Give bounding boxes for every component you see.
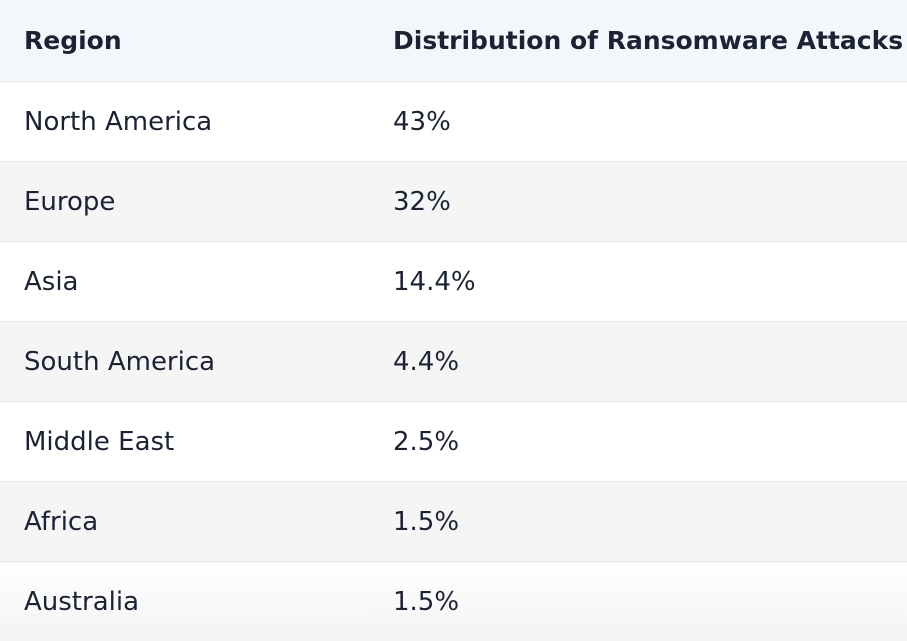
- percent-cell: 43%: [369, 82, 907, 162]
- region-cell: Africa: [0, 482, 369, 562]
- percent-cell: 1.5%: [369, 562, 907, 641]
- percent-cell: 1.5%: [369, 482, 907, 562]
- region-cell: Asia: [0, 242, 369, 322]
- header-cell: Distribution of Ransomware Attacks: [369, 0, 907, 82]
- percent-cell: 4.4%: [369, 322, 907, 402]
- region-cell: North America: [0, 82, 369, 162]
- header-cell: Region: [0, 0, 369, 82]
- region-cell: Middle East: [0, 402, 369, 482]
- percent-cell: 2.5%: [369, 402, 907, 482]
- region-cell: Europe: [0, 162, 369, 242]
- region-cell: South America: [0, 322, 369, 402]
- percent-cell: 32%: [369, 162, 907, 242]
- percent-cell: 14.4%: [369, 242, 907, 322]
- region-cell: Australia: [0, 562, 369, 641]
